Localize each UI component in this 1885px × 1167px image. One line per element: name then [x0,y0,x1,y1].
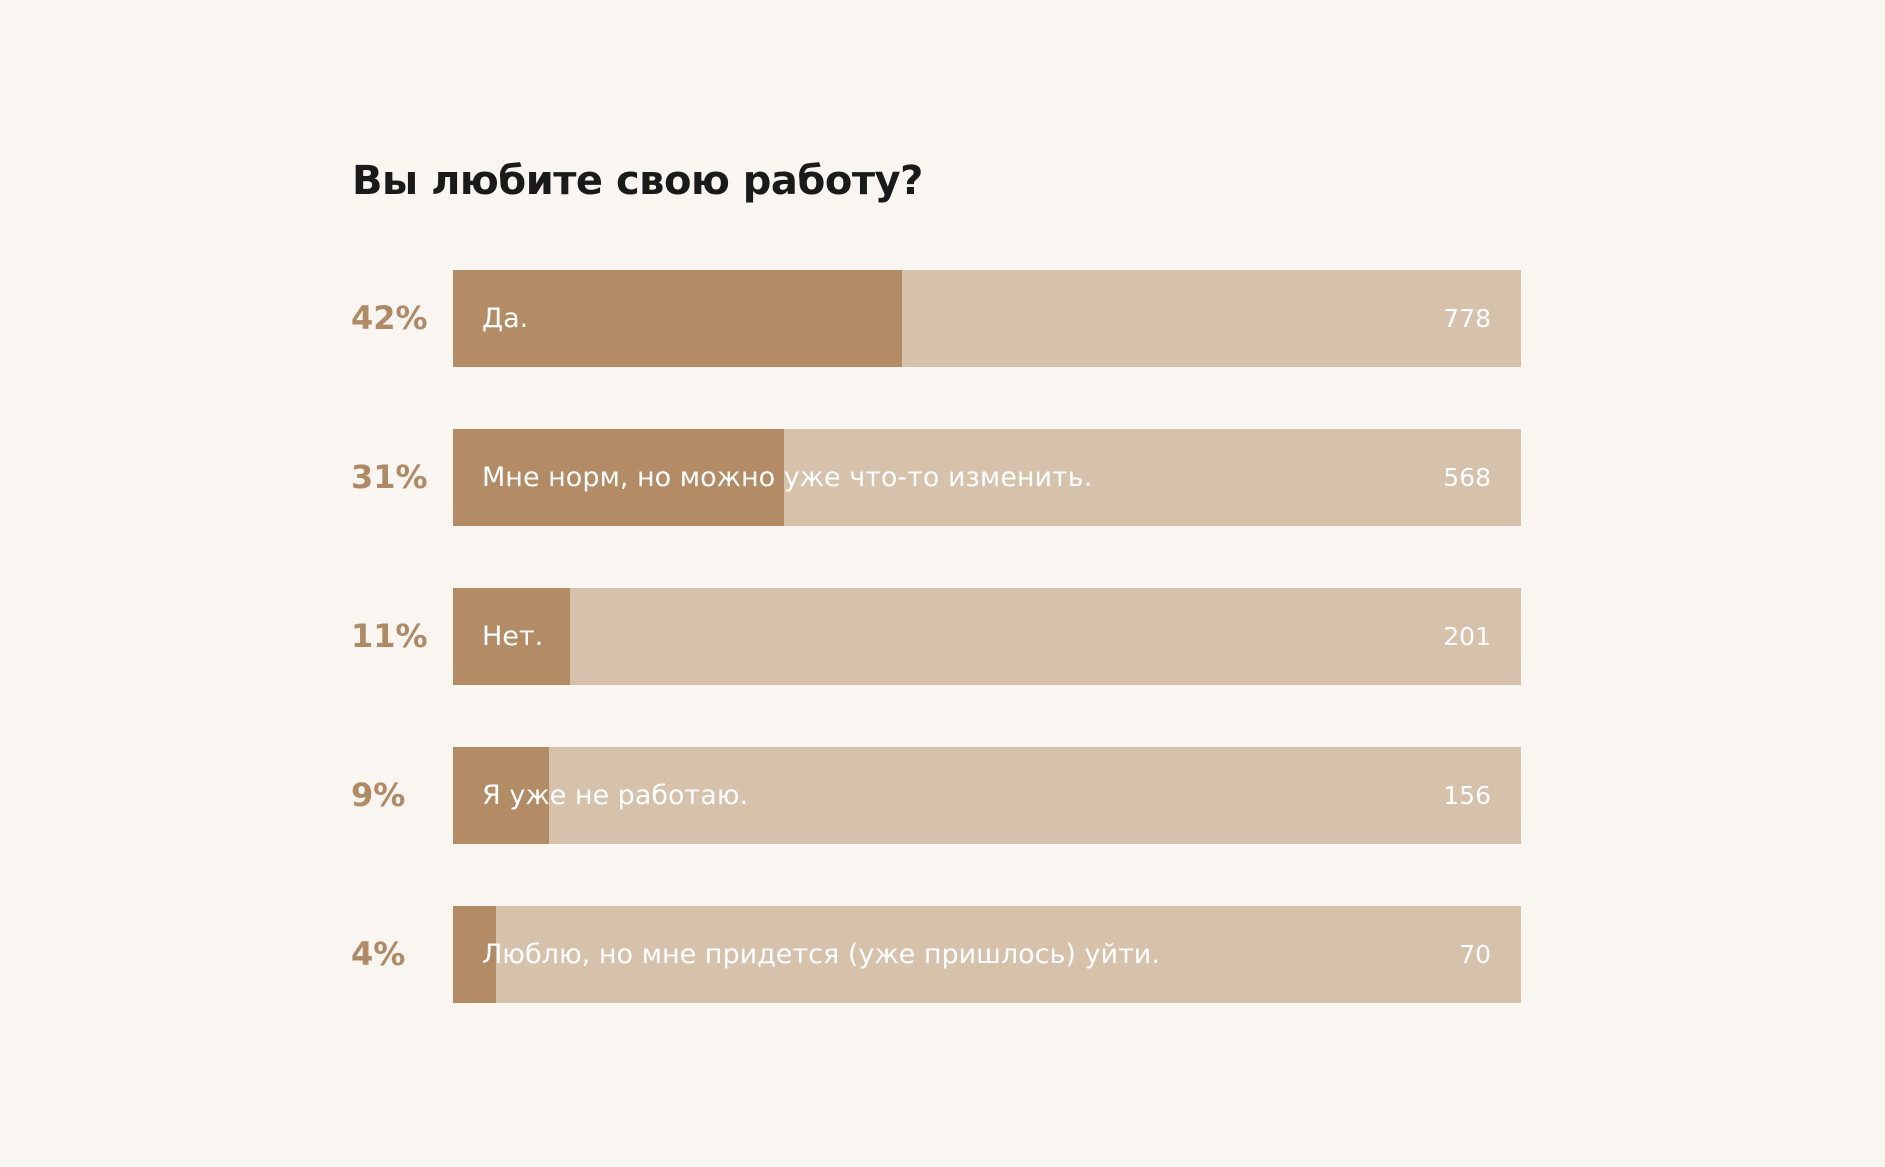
vote-count: 156 [1443,781,1491,810]
percent-label: 11% [351,617,428,655]
percent-label: 42% [351,299,428,337]
percent-label: 4% [351,935,406,973]
vote-count: 568 [1443,463,1491,492]
vote-count: 778 [1443,304,1491,333]
option-label: Да. [482,303,529,334]
vote-count: 70 [1459,940,1491,969]
bar-fill [453,747,550,844]
poll-title: Вы любите свою работу? [352,158,923,204]
bar-fill [453,429,785,526]
option-label: Люблю, но мне придется (уже пришлось) уй… [482,939,1160,970]
poll-option: 4% Люблю, но мне придется (уже пришлось) … [0,906,1885,1003]
poll-option: 11% Нет. 201 [0,588,1885,685]
bar-track: Я уже не работаю. 156 [453,747,1521,844]
poll-option: 9% Я уже не работаю. 156 [0,747,1885,844]
option-label: Мне норм, но можно уже что-то изменить. [482,462,1093,493]
option-label: Я уже не работаю. [482,780,749,811]
bar-fill [453,270,902,367]
bar-fill [453,906,496,1003]
poll-option: 42% Да. 778 [0,270,1885,367]
option-label: Нет. [482,621,544,652]
percent-label: 9% [351,776,406,814]
bar-track: Люблю, но мне придется (уже пришлось) уй… [453,906,1521,1003]
percent-label: 31% [351,458,428,496]
bar-fill [453,588,571,685]
poll-option: 31% Мне норм, но можно уже что-то изменит… [0,429,1885,526]
bar-track: Мне норм, но можно уже что-то изменить. 5… [453,429,1521,526]
bar-track: Нет. 201 [453,588,1521,685]
bar-track: Да. 778 [453,270,1521,367]
vote-count: 201 [1443,622,1491,651]
